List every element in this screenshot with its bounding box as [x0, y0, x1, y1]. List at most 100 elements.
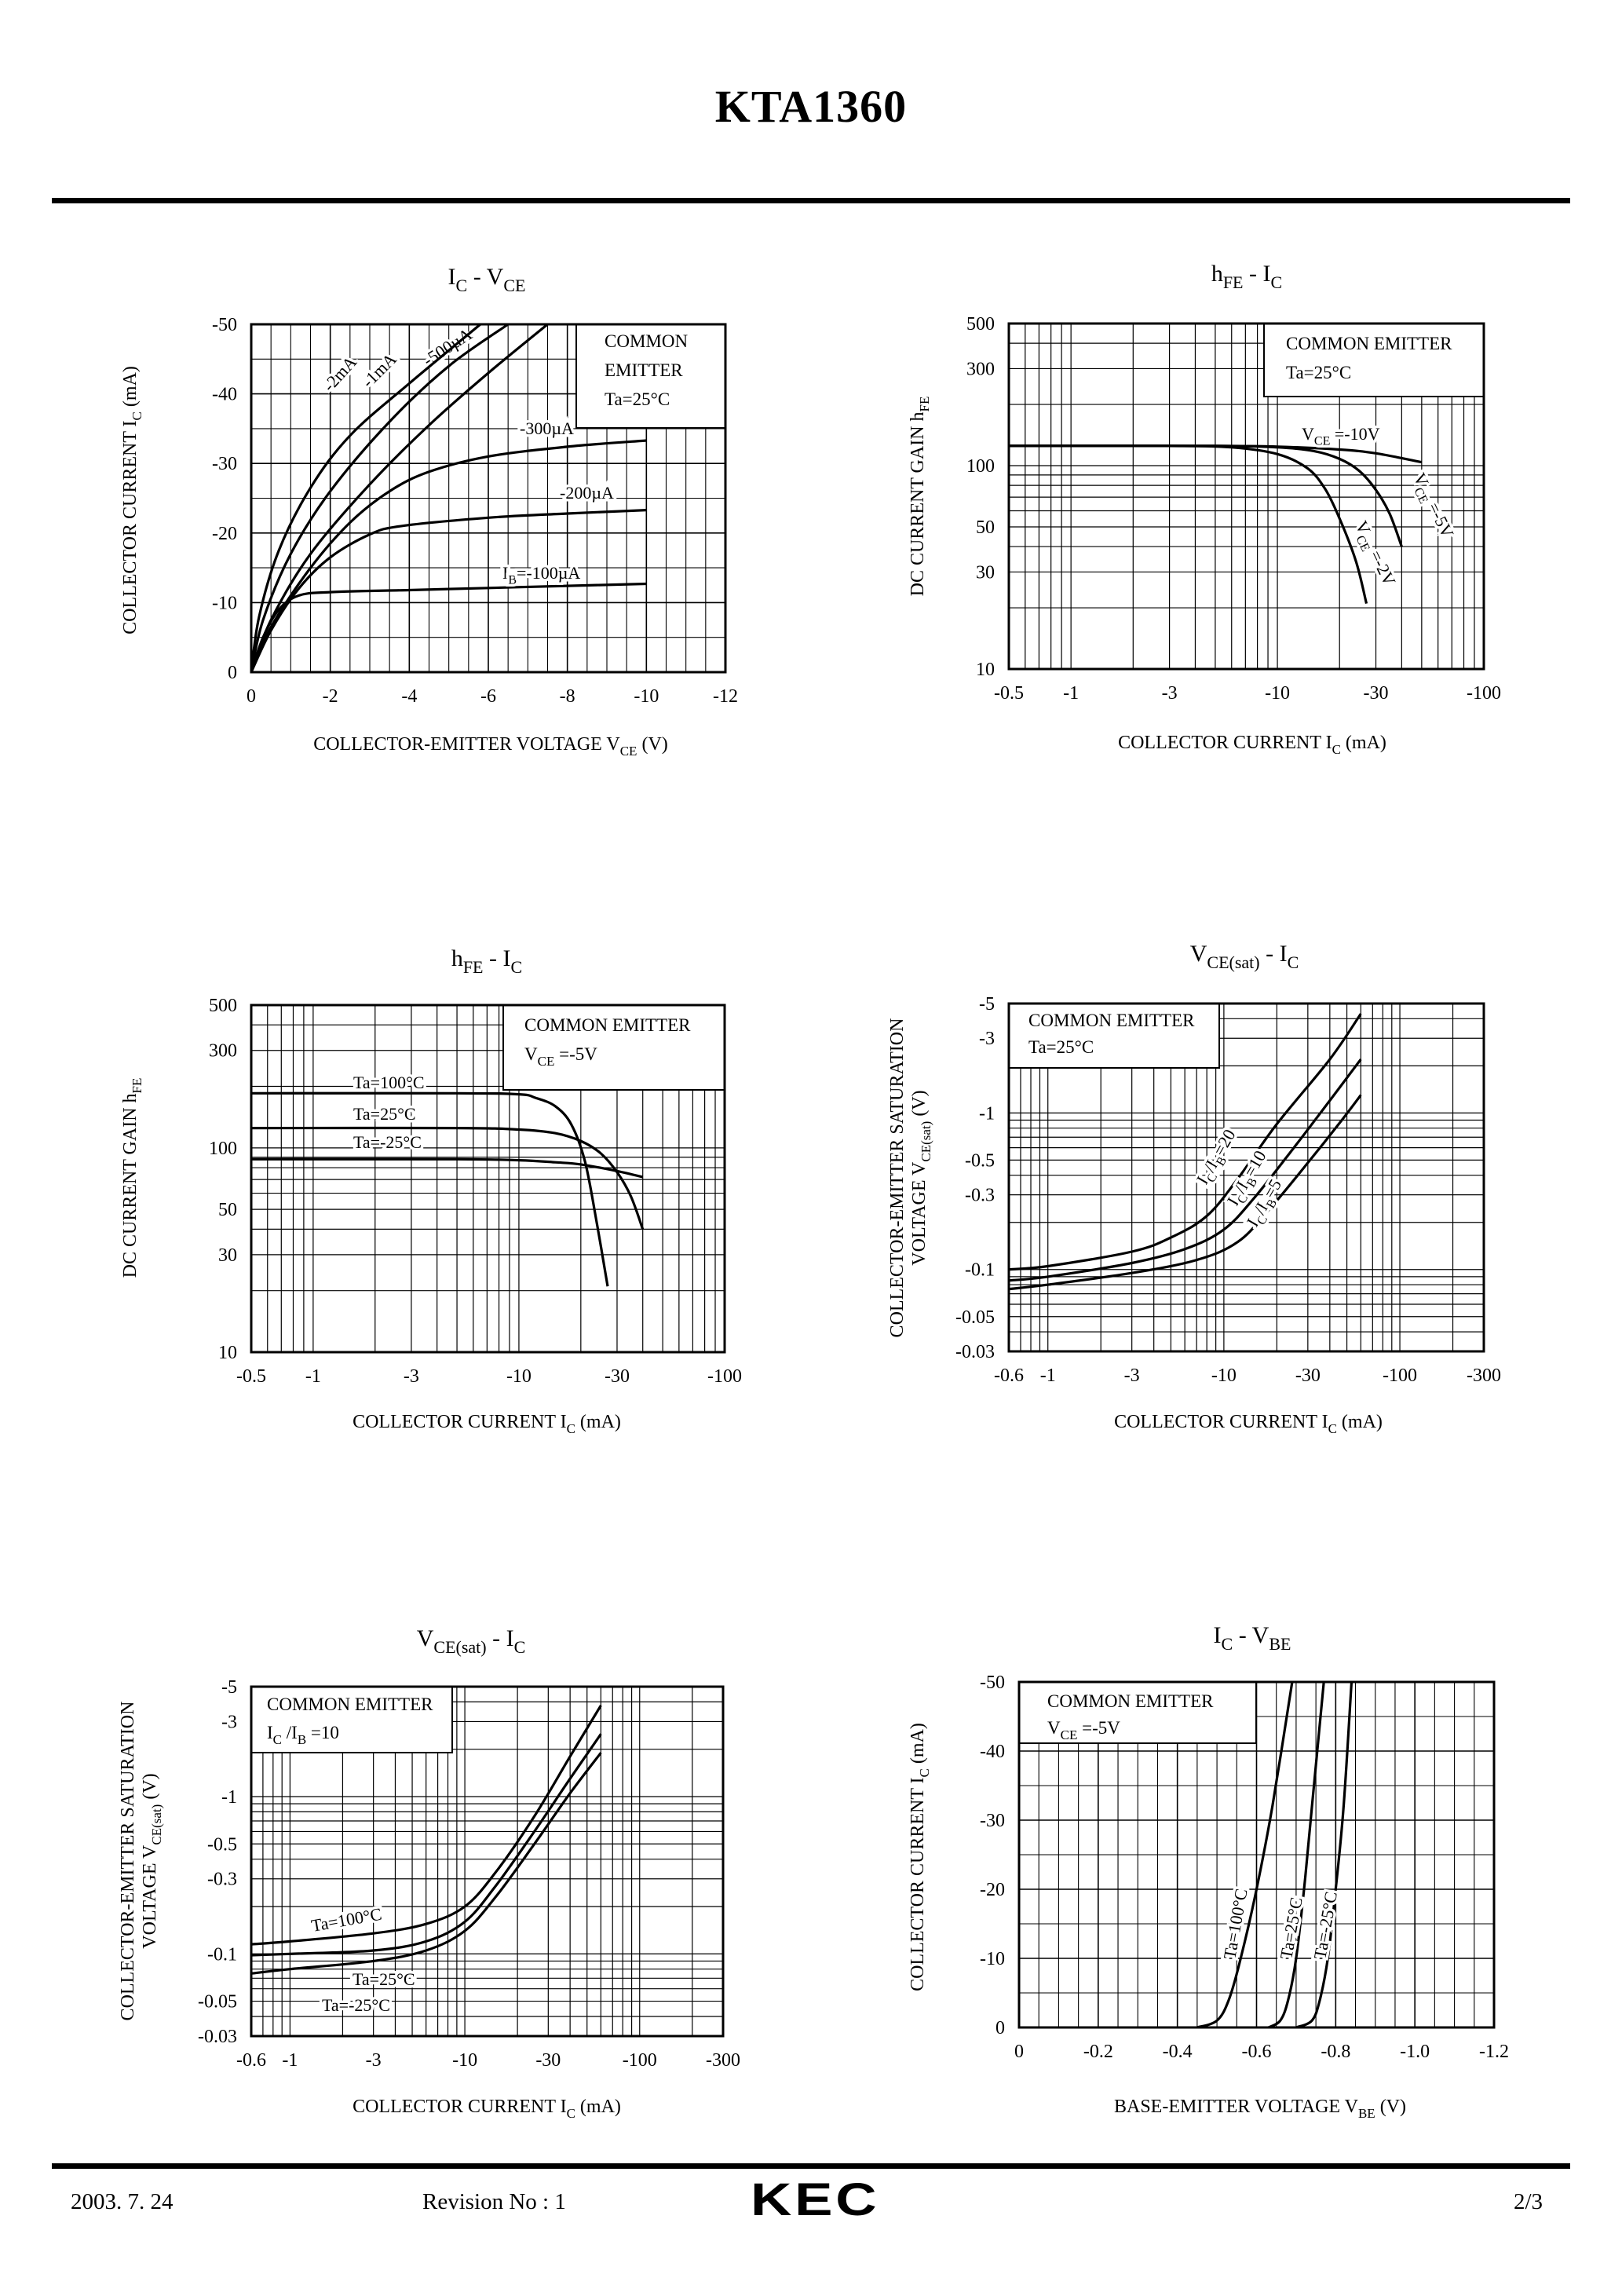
y-tick-label: -5 — [979, 994, 995, 1015]
x-tick-label: -1 — [1063, 683, 1079, 704]
y-tick-label: -0.03 — [198, 2027, 237, 2047]
y-tick-label: -0.3 — [965, 1186, 995, 1206]
y-tick-label: -30 — [212, 454, 237, 474]
y-tick-label: -1 — [221, 1787, 237, 1808]
x-tick-label: -4 — [401, 686, 417, 707]
y-tick-label: 0 — [995, 2018, 1005, 2038]
y-tick-label: -1 — [979, 1103, 995, 1124]
footer-date: 2003. 7. 24 — [71, 2189, 174, 2214]
chart-title: VCE(sat) - IC — [417, 1625, 526, 1657]
series-line — [250, 1126, 645, 1230]
chart-title: IC - VCE — [448, 264, 526, 295]
y-axis-label: COLLECTOR-EMITTER SATURATION — [887, 1018, 908, 1338]
series-label: -300µA — [520, 419, 574, 438]
chart-title: hFE - IC — [1211, 261, 1282, 292]
y-tick-label: 50 — [218, 1200, 237, 1220]
y-tick-label: -0.1 — [965, 1260, 995, 1281]
y-tick-label: -3 — [979, 1029, 995, 1049]
series-label: Ta=-25°C — [353, 1132, 422, 1152]
y-tick-label: -50 — [212, 315, 237, 335]
x-tick-label: -100 — [623, 2050, 657, 2071]
legend-condition-text: VCE =-5V — [1047, 1718, 1120, 1742]
y-tick-label: -5 — [221, 1677, 237, 1698]
y-axis-label: DC CURRENT GAIN hFE — [908, 397, 932, 597]
x-tick-label: 0 — [247, 686, 256, 707]
y-tick-label: -0.03 — [955, 1342, 995, 1362]
x-tick-label: -10 — [634, 686, 659, 707]
kec-logo: KEC — [751, 2174, 880, 2225]
series-label: -200µA — [560, 483, 614, 503]
plot-frame — [1017, 1680, 1496, 2029]
y-axis-label: COLLECTOR CURRENT IC (mA) — [120, 366, 144, 634]
x-axis-label: BASE-EMITTER VOLTAGE VBE (V) — [1114, 2097, 1406, 2121]
page-title: KTA1360 — [714, 81, 908, 132]
y-tick-label: -3 — [221, 1712, 237, 1732]
series-line — [250, 439, 647, 673]
legend-text: COMMON EMITTER — [1286, 334, 1452, 353]
x-tick-label: -1 — [305, 1366, 321, 1387]
y-tick-label: 30 — [976, 562, 995, 583]
x-tick-label: -300 — [1467, 1366, 1501, 1386]
legend-box — [1263, 323, 1485, 397]
x-tick-label: -30 — [605, 1366, 630, 1387]
x-tick-label: -0.6 — [1242, 2042, 1272, 2062]
plot-frame — [1007, 1002, 1485, 1353]
y-axis-label-line2: VOLTAGE VCE(sat) (V) — [140, 1773, 164, 1948]
y-tick-label: 100 — [966, 456, 995, 477]
series-line — [250, 323, 481, 673]
y-tick-label: 500 — [209, 996, 237, 1016]
plot-frame — [250, 1685, 725, 2038]
x-tick-label: -0.4 — [1163, 2042, 1193, 2062]
series-label: IB=-100µA — [502, 563, 580, 587]
series-line — [250, 1157, 644, 1179]
y-tick-label: -0.1 — [207, 1944, 237, 1965]
x-tick-label: -0.6 — [994, 1366, 1024, 1386]
y-tick-label: 0 — [228, 663, 237, 683]
series-line — [1008, 444, 1368, 604]
grid — [250, 1686, 724, 2037]
chart-title: VCE(sat) - IC — [1190, 941, 1299, 972]
series-line — [250, 1091, 609, 1287]
y-axis-label-line2: VOLTAGE VCE(sat) (V) — [909, 1090, 933, 1265]
legend-text: Ta=25°C — [1286, 363, 1351, 382]
legend-box — [250, 1686, 453, 1753]
y-tick-label: 100 — [209, 1139, 237, 1159]
y-tick-label: -20 — [212, 524, 237, 544]
x-tick-label: -12 — [713, 686, 738, 707]
series-line — [250, 509, 647, 673]
footer-revision: Revision No : 1 — [422, 2189, 566, 2214]
series-label: Ta=100°C — [353, 1073, 425, 1092]
x-tick-label: -3 — [1162, 683, 1178, 704]
x-tick-label: -8 — [560, 686, 575, 707]
y-tick-label: 10 — [976, 660, 995, 680]
x-tick-label: -10 — [1265, 683, 1290, 704]
chart-title: hFE - IC — [451, 945, 522, 977]
y-tick-label: -40 — [980, 1742, 1005, 1762]
plot-frame — [250, 1004, 726, 1354]
series-label: Ta=25°C — [1276, 1896, 1306, 1961]
x-axis-label: COLLECTOR CURRENT IC (mA) — [353, 1412, 621, 1436]
x-tick-label: -10 — [1211, 1366, 1237, 1386]
legend-box — [1018, 1681, 1257, 1744]
y-tick-label: -0.05 — [198, 1992, 237, 2013]
x-tick-label: -1.0 — [1400, 2042, 1430, 2062]
x-tick-label: -30 — [1295, 1366, 1321, 1386]
y-tick-label: 30 — [218, 1245, 237, 1266]
series-label: Ta=-25°C — [322, 1995, 390, 2015]
legend-text: EMITTER — [605, 360, 683, 380]
y-tick-label: 10 — [218, 1343, 237, 1363]
legend-text: COMMON — [605, 331, 688, 351]
y-tick-label: -30 — [980, 1811, 1005, 1831]
x-tick-label: -3 — [404, 1366, 419, 1387]
series-label: VCE =-10V — [1302, 424, 1380, 448]
x-tick-label: -30 — [535, 2050, 561, 2071]
x-tick-label: -100 — [1467, 683, 1501, 704]
x-tick-label: 0 — [1014, 2042, 1024, 2062]
series-line — [1295, 1681, 1353, 2029]
y-tick-label: -20 — [980, 1880, 1005, 1900]
y-tick-label: -0.5 — [207, 1834, 237, 1855]
